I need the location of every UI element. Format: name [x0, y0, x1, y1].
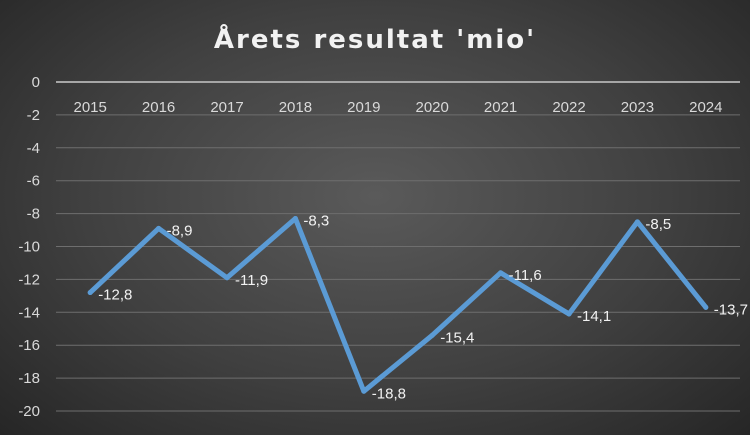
x-tick-label: 2015: [74, 99, 107, 116]
x-tick-label: 2020: [416, 99, 449, 116]
x-tick-label: 2019: [347, 99, 380, 116]
x-tick-label: 2018: [279, 99, 312, 116]
data-point: [634, 219, 640, 225]
y-tick-label: -20: [18, 403, 40, 420]
data-point: [156, 225, 162, 231]
y-tick-label: 0: [32, 74, 40, 91]
data-point: [361, 388, 367, 394]
y-tick-label: -18: [18, 370, 40, 387]
data-label: -11,9: [235, 272, 268, 289]
data-label: -18,8: [372, 385, 406, 402]
x-tick-label: 2017: [210, 99, 243, 116]
data-label: -11,6: [509, 267, 542, 284]
data-point: [566, 311, 572, 317]
y-tick-label: -4: [27, 140, 40, 157]
y-tick-label: -2: [27, 107, 40, 124]
series-line: [87, 216, 709, 394]
x-tick-label: 2021: [484, 99, 517, 116]
data-point: [224, 275, 230, 281]
data-point: [429, 332, 435, 338]
data-point: [292, 216, 298, 222]
x-tick-label: 2016: [142, 99, 175, 116]
chart-title: Årets resultat 'mio': [214, 23, 536, 55]
x-tick-label: 2024: [689, 99, 722, 116]
data-label: -15,4: [440, 329, 474, 346]
y-tick-label: -16: [18, 337, 40, 354]
y-tick-label: -12: [18, 271, 40, 288]
data-point: [703, 304, 709, 310]
x-tick-label: 2022: [552, 99, 585, 116]
y-tick-label: -6: [27, 173, 40, 190]
data-label: -8,5: [645, 216, 671, 233]
data-point: [498, 270, 504, 276]
y-tick-label: -14: [18, 304, 40, 321]
y-tick-label: -10: [18, 239, 40, 256]
data-label: -14,1: [577, 308, 611, 325]
data-point: [87, 290, 93, 296]
data-label: -8,9: [167, 222, 193, 239]
data-label: -12,8: [98, 287, 132, 304]
y-tick-label: -8: [27, 206, 40, 223]
data-label: -13,7: [714, 301, 748, 318]
x-tick-label: 2023: [621, 99, 654, 116]
data-label: -8,3: [303, 213, 329, 230]
